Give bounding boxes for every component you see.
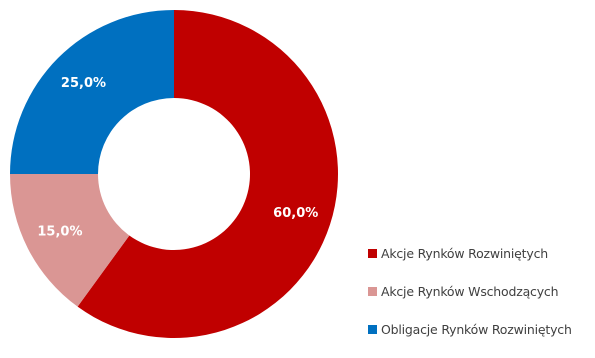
donut-slice-0 bbox=[77, 10, 339, 338]
data-label-2: 25,0% bbox=[61, 76, 106, 91]
donut-slices bbox=[10, 10, 339, 338]
donut-chart: 60,0% 15,0% 25,0% bbox=[10, 10, 339, 338]
legend-swatch bbox=[368, 324, 377, 334]
data-label-1: 15,0% bbox=[37, 225, 82, 240]
donut-slice-2 bbox=[10, 10, 174, 174]
legend-item-akcje-wschodzacych: Akcje Rynków Wschodzących bbox=[368, 282, 593, 300]
data-label-0: 60,0% bbox=[273, 206, 318, 221]
legend-label: Akcje Rynków Rozwiniętych bbox=[381, 245, 548, 261]
legend-label: Akcje Rynków Wschodzących bbox=[381, 283, 559, 299]
chart-legend: Akcje Rynków Rozwiniętych Akcje Rynków W… bbox=[368, 244, 593, 358]
legend-swatch bbox=[368, 286, 377, 296]
legend-item-akcje-rozwinietych: Akcje Rynków Rozwiniętych bbox=[368, 244, 593, 262]
donut-slice-1 bbox=[10, 174, 130, 307]
legend-label: Obligacje Rynków Rozwiniętych bbox=[381, 321, 572, 337]
legend-swatch bbox=[368, 248, 377, 258]
donut-data-labels: 60,0% 15,0% 25,0% bbox=[37, 76, 318, 240]
legend-item-obligacje-rozwinietych: Obligacje Rynków Rozwiniętych bbox=[368, 320, 593, 338]
